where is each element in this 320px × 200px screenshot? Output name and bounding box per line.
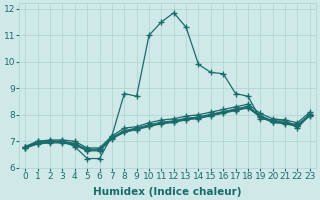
X-axis label: Humidex (Indice chaleur): Humidex (Indice chaleur) xyxy=(93,187,242,197)
